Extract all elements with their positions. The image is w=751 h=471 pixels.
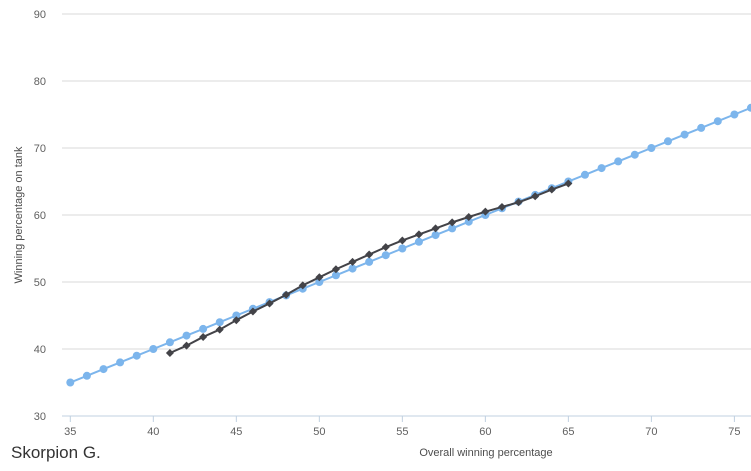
data-point[interactable] bbox=[66, 378, 75, 387]
data-point[interactable] bbox=[199, 332, 208, 341]
data-point[interactable] bbox=[481, 207, 490, 216]
data-point[interactable] bbox=[663, 137, 672, 146]
data-point[interactable] bbox=[597, 164, 606, 173]
data-point[interactable] bbox=[448, 218, 457, 227]
data-point[interactable] bbox=[398, 244, 407, 253]
data-point[interactable] bbox=[464, 213, 473, 222]
data-point[interactable] bbox=[82, 371, 91, 380]
data-point[interactable] bbox=[381, 243, 390, 252]
y-tick-label: 40 bbox=[34, 344, 46, 356]
data-point[interactable] bbox=[282, 290, 291, 299]
x-tick-label: 75 bbox=[728, 426, 740, 438]
data-point[interactable] bbox=[580, 170, 589, 179]
data-point[interactable] bbox=[414, 230, 423, 239]
data-point[interactable] bbox=[348, 257, 357, 266]
data-point[interactable] bbox=[232, 316, 241, 325]
data-point[interactable] bbox=[298, 281, 307, 290]
data-point[interactable] bbox=[315, 273, 324, 282]
grid-lines bbox=[62, 13, 751, 417]
data-point[interactable] bbox=[215, 325, 224, 334]
data-point[interactable] bbox=[547, 185, 556, 194]
x-tick-label: 65 bbox=[562, 426, 574, 438]
y-tick-label: 90 bbox=[34, 9, 46, 21]
y-tick-label: 50 bbox=[34, 277, 46, 289]
data-point[interactable] bbox=[697, 123, 706, 132]
data-point[interactable] bbox=[149, 345, 158, 353]
data-point[interactable] bbox=[630, 150, 639, 159]
data-point[interactable] bbox=[431, 231, 440, 240]
data-point[interactable] bbox=[232, 311, 241, 320]
y-axis: 30 40 50 60 70 80 90 bbox=[34, 9, 46, 423]
series-2 bbox=[165, 179, 573, 358]
x-tick-label: 35 bbox=[64, 426, 76, 438]
data-point[interactable] bbox=[614, 157, 623, 166]
data-point[interactable] bbox=[365, 257, 374, 266]
series-line bbox=[169, 182, 569, 354]
y-tick-label: 70 bbox=[34, 143, 46, 155]
series-layer bbox=[66, 103, 751, 387]
data-point[interactable] bbox=[248, 307, 257, 316]
y-tick-label: 80 bbox=[34, 76, 46, 88]
data-point[interactable] bbox=[315, 278, 324, 286]
data-point[interactable] bbox=[116, 358, 125, 367]
data-point[interactable] bbox=[365, 250, 374, 259]
series-1 bbox=[66, 103, 751, 387]
data-point[interactable] bbox=[730, 110, 739, 119]
x-axis: 35 40 45 50 55 60 65 70 75 bbox=[64, 416, 741, 438]
data-point[interactable] bbox=[448, 224, 457, 233]
x-tick-label: 40 bbox=[147, 426, 159, 438]
data-point[interactable] bbox=[381, 251, 390, 260]
x-tick-label: 45 bbox=[230, 426, 242, 438]
y-tick-label: 60 bbox=[34, 210, 46, 222]
data-point[interactable] bbox=[464, 217, 473, 226]
data-point[interactable] bbox=[398, 236, 407, 245]
y-tick-label: 30 bbox=[34, 411, 46, 423]
data-point[interactable] bbox=[99, 365, 108, 374]
author-watermark: Skorpion G. bbox=[11, 443, 101, 462]
data-point[interactable] bbox=[331, 271, 340, 280]
data-point[interactable] bbox=[564, 179, 573, 188]
data-point[interactable] bbox=[182, 341, 191, 350]
data-point[interactable] bbox=[265, 299, 274, 308]
data-point[interactable] bbox=[331, 265, 340, 274]
data-point[interactable] bbox=[497, 202, 506, 211]
data-point[interactable] bbox=[182, 331, 191, 340]
x-tick-label: 50 bbox=[313, 426, 325, 438]
data-point[interactable] bbox=[647, 144, 656, 152]
data-point[interactable] bbox=[199, 324, 208, 333]
data-point[interactable] bbox=[348, 264, 357, 273]
data-point[interactable] bbox=[531, 192, 540, 201]
data-point[interactable] bbox=[165, 338, 174, 347]
x-tick-label: 60 bbox=[479, 426, 491, 438]
data-point[interactable] bbox=[713, 117, 722, 126]
data-point[interactable] bbox=[215, 318, 224, 327]
x-axis-title: Overall winning percentage bbox=[419, 447, 552, 459]
x-tick-label: 55 bbox=[396, 426, 408, 438]
data-point[interactable] bbox=[514, 198, 523, 207]
data-point[interactable] bbox=[165, 349, 174, 358]
data-point[interactable] bbox=[747, 103, 751, 112]
data-point[interactable] bbox=[414, 237, 423, 246]
y-axis-title: Winning percentage on tank bbox=[13, 146, 25, 283]
data-point[interactable] bbox=[431, 224, 440, 233]
x-tick-label: 70 bbox=[645, 426, 657, 438]
data-point[interactable] bbox=[680, 130, 689, 139]
data-point[interactable] bbox=[132, 351, 141, 360]
